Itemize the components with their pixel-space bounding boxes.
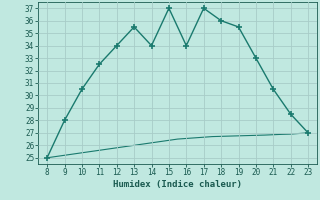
X-axis label: Humidex (Indice chaleur): Humidex (Indice chaleur) — [113, 180, 242, 189]
